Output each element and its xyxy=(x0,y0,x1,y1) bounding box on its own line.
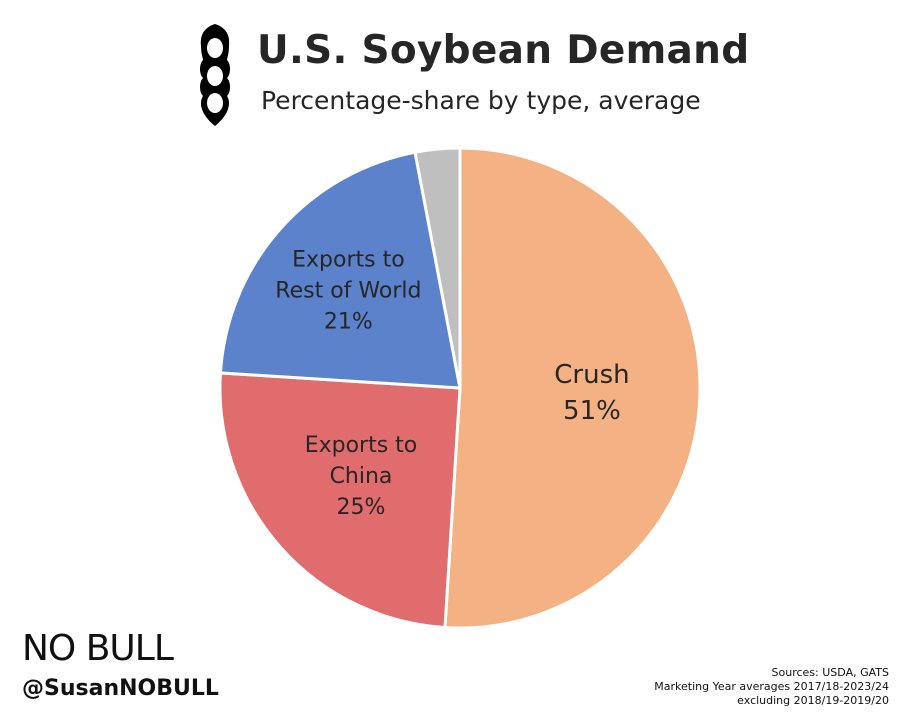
pie-slice xyxy=(413,146,462,389)
pie-slice xyxy=(443,146,702,630)
sources-line: excluding 2018/19-2019/20 xyxy=(737,694,889,707)
chart-subtitle: Percentage-share by type, average xyxy=(261,86,701,115)
sources-note: Sources: USDA, GATS Marketing Year avera… xyxy=(654,666,889,708)
sources-line: Sources: USDA, GATS xyxy=(771,666,889,679)
slice-label: Crush 51% xyxy=(554,360,629,426)
brand-logo: NO BULL xyxy=(22,628,174,669)
slice-label: Exports to China 25% xyxy=(305,433,418,520)
soybean-pod-icon xyxy=(200,24,230,126)
slice-label: Exports to Rest of World 21% xyxy=(275,247,421,334)
brand-handle: @SusanNOBULL xyxy=(22,676,219,701)
brand: NO BULL @SusanNOBULL xyxy=(22,628,219,701)
sources-line: Marketing Year averages 2017/18-2023/24 xyxy=(654,680,889,693)
pie-slice xyxy=(218,150,462,390)
pie-slice xyxy=(218,371,462,630)
chart-title: U.S. Soybean Demand xyxy=(257,28,750,73)
